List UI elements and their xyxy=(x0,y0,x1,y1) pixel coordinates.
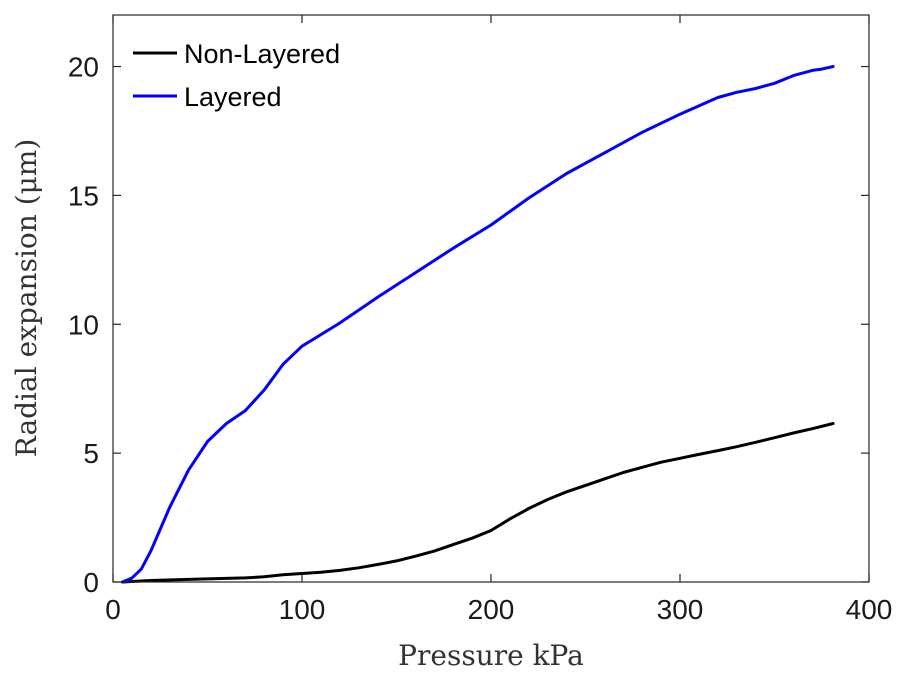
ticks-layer: 0 100 200 300 400 0 5 10 15 20 xyxy=(68,15,893,625)
plot-area xyxy=(113,15,869,582)
legend-label-layered: Layered xyxy=(184,82,282,112)
y-tick-label: 0 xyxy=(83,567,99,598)
x-tick-label: 200 xyxy=(468,594,515,625)
x-tick-label: 100 xyxy=(279,594,326,625)
series-layer xyxy=(121,65,835,584)
x-tick-label: 400 xyxy=(846,594,893,625)
y-tick-label: 15 xyxy=(68,180,99,211)
series-line-non-layered xyxy=(121,422,835,584)
y-tick-label: 5 xyxy=(83,438,99,469)
x-tick-label: 300 xyxy=(657,594,704,625)
y-tick-label: 10 xyxy=(68,309,99,340)
series-line-layered xyxy=(121,65,835,584)
x-axis-label: Pressure kPa xyxy=(398,639,584,672)
x-tick-label: 0 xyxy=(105,594,121,625)
y-tick-label: 20 xyxy=(68,52,99,83)
legend-label-non-layered: Non-Layered xyxy=(184,39,340,69)
legend: Non-Layered Layered xyxy=(133,39,340,112)
y-axis-label: Radial expansion (μm) xyxy=(10,139,43,458)
